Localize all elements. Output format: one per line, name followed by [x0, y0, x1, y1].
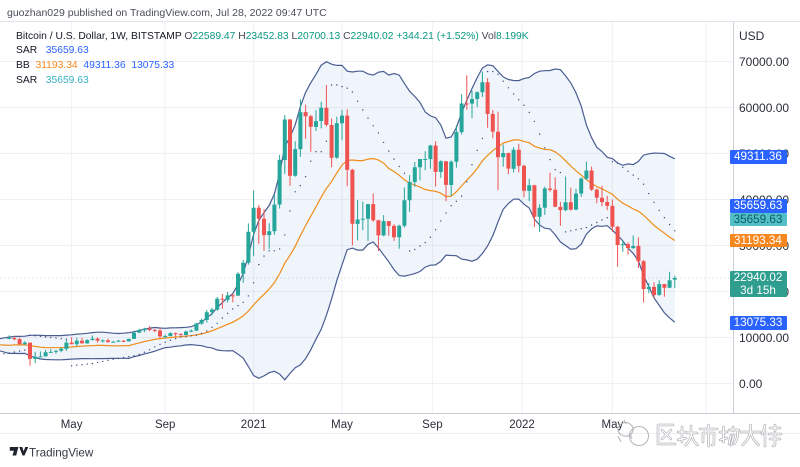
svg-text:TradingView: TradingView [29, 447, 94, 460]
